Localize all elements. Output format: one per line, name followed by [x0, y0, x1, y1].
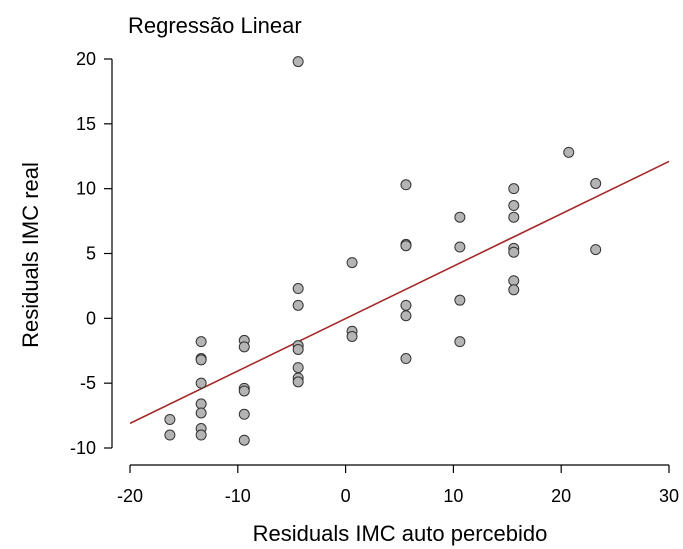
x-tick-label: -20 — [117, 486, 143, 506]
data-point — [292, 376, 304, 388]
x-tick-label: 10 — [443, 486, 463, 506]
y-tick-label: 20 — [76, 49, 96, 69]
data-point — [292, 299, 304, 311]
data-point — [563, 146, 575, 158]
x-axis-title: Residuals IMC auto percebido — [253, 521, 548, 546]
data-point — [238, 434, 250, 446]
data-point — [195, 429, 207, 441]
y-tick-label: -5 — [80, 373, 96, 393]
data-point — [508, 200, 520, 212]
data-point — [346, 257, 358, 269]
data-point — [454, 294, 466, 306]
data-point — [400, 299, 412, 311]
y-axis-title: Residuals IMC real — [18, 162, 43, 348]
data-point — [292, 283, 304, 295]
x-tick-label: -10 — [225, 486, 251, 506]
data-point — [454, 241, 466, 253]
data-point — [346, 330, 358, 342]
data-point — [400, 353, 412, 365]
data-point — [195, 354, 207, 366]
data-point — [292, 56, 304, 68]
data-point — [195, 407, 207, 419]
chart-title: Regressão Linear — [128, 13, 302, 38]
data-point — [508, 211, 520, 223]
y-tick-label: 10 — [76, 179, 96, 199]
regression-line — [129, 160, 670, 425]
data-point — [164, 429, 176, 441]
data-point — [590, 244, 602, 256]
y-tick-label: 0 — [86, 308, 96, 328]
y-tick-label: 15 — [76, 114, 96, 134]
data-point — [195, 336, 207, 348]
points-layer — [164, 56, 602, 446]
regression-line-layer — [129, 160, 670, 425]
data-point — [238, 408, 250, 420]
data-point — [238, 341, 250, 353]
data-point — [195, 398, 207, 410]
x-tick-label: 0 — [341, 486, 351, 506]
data-point — [164, 413, 176, 425]
x-tick-label: 30 — [659, 486, 679, 506]
data-point — [400, 179, 412, 191]
data-point — [238, 385, 250, 397]
data-point — [292, 362, 304, 374]
y-tick-label: 5 — [86, 244, 96, 264]
data-point — [590, 177, 602, 189]
data-point — [400, 310, 412, 322]
x-tick-label: 20 — [551, 486, 571, 506]
data-point — [508, 275, 520, 287]
data-point — [508, 246, 520, 258]
y-tick-label: -10 — [70, 438, 96, 458]
data-point — [292, 343, 304, 355]
data-point — [454, 336, 466, 348]
data-point — [400, 240, 412, 252]
axes: -20 -10 0 10 20 30 -10 -5 0 5 10 15 20 — [70, 49, 679, 506]
data-point — [508, 183, 520, 195]
data-point — [454, 211, 466, 223]
data-point — [195, 377, 207, 389]
data-point — [508, 284, 520, 296]
